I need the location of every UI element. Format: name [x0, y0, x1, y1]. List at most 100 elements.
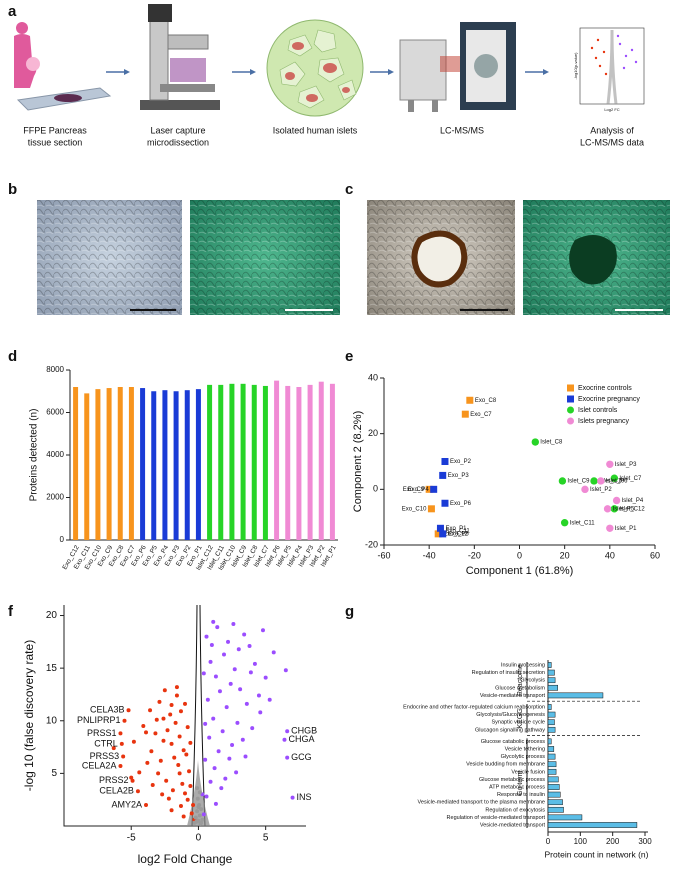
point [170, 788, 175, 793]
step-label: tissue section [28, 137, 83, 147]
y-tick-label: 0 [60, 535, 65, 544]
point [228, 681, 233, 686]
point [204, 794, 209, 799]
point [466, 396, 474, 404]
legend-marker [567, 384, 574, 392]
category-label: Insulin processing [501, 662, 545, 668]
point [223, 776, 228, 781]
point [200, 792, 205, 797]
annotated-point [119, 741, 124, 746]
bar [73, 387, 79, 540]
annotated-point [130, 778, 135, 783]
point [250, 726, 255, 731]
annotated-point [135, 789, 140, 794]
category-label: Regulation of insulin secretion [472, 670, 545, 676]
point [198, 821, 203, 826]
bar [547, 814, 583, 821]
point [235, 720, 240, 725]
point-label: Exo_C7 [470, 412, 492, 418]
annotation: GCG [291, 752, 312, 762]
point [157, 699, 162, 704]
bar [162, 390, 168, 540]
point [173, 720, 178, 725]
point [242, 632, 247, 637]
micrographs [37, 200, 670, 315]
annotated-point [122, 718, 127, 723]
annotation: PRSS3 [90, 751, 120, 761]
point [610, 474, 619, 482]
legend-marker [567, 417, 574, 425]
panel-label: e [345, 348, 353, 365]
bar [547, 669, 555, 676]
point [439, 530, 447, 538]
point-label: Exo_P5 [448, 531, 470, 537]
point [213, 674, 218, 679]
legend-label: Exocrine controls [578, 385, 632, 392]
annotated-point [118, 731, 123, 736]
point-label: Islet_P4 [622, 498, 644, 504]
point [201, 812, 206, 817]
bar [547, 692, 604, 699]
point [219, 786, 224, 791]
bar [173, 391, 179, 540]
category-label: Vesicle budding from membrane [466, 762, 545, 768]
bar [547, 768, 557, 775]
point [160, 792, 165, 797]
point [137, 770, 142, 775]
annotation: CTRL [94, 738, 118, 748]
point [141, 724, 146, 729]
y-tick-label: -20 [365, 539, 378, 549]
point [183, 791, 187, 796]
point [439, 471, 447, 479]
point [203, 721, 208, 726]
point-label: Islet_P6 [606, 479, 628, 485]
point [174, 693, 179, 698]
legend-label: Islet controls [578, 407, 618, 414]
point [231, 621, 236, 626]
point [209, 642, 214, 647]
category-label: ATP metabolic process [489, 784, 545, 790]
point [150, 782, 155, 787]
point-label: Islet_C12 [619, 506, 645, 512]
point [185, 797, 190, 802]
category-label: Glycolysis/Gluconeogenesis [476, 712, 545, 718]
point [430, 485, 438, 493]
panel-label: a [8, 3, 17, 20]
point [558, 477, 567, 485]
point-label: Exo_C8 [475, 398, 497, 404]
bar [329, 383, 335, 540]
annotated-point [144, 802, 149, 807]
point [232, 667, 237, 672]
group-label: Go term [517, 770, 524, 795]
point [215, 625, 220, 630]
point [283, 668, 288, 673]
point [184, 752, 189, 757]
panel-label: c [345, 181, 353, 198]
bar [547, 746, 555, 752]
point-label: Exo_C9 [403, 487, 425, 493]
point-label: Islet_C11 [570, 520, 596, 526]
point [187, 769, 192, 774]
point [195, 796, 200, 801]
y-tick-label: 40 [368, 372, 378, 382]
bar [84, 393, 90, 540]
point [158, 758, 163, 763]
point [240, 737, 245, 742]
annotated-point [121, 754, 126, 759]
y-tick-label: 4000 [46, 450, 64, 459]
bar [547, 684, 558, 691]
point [581, 485, 589, 494]
point [172, 755, 177, 760]
x-axis-label: Component 1 (61.8%) [466, 565, 574, 577]
point [271, 650, 276, 655]
y-tick-label: 8000 [46, 365, 64, 374]
annotation: AMY2A [111, 799, 142, 809]
point [603, 505, 612, 513]
point [168, 712, 173, 717]
point [208, 779, 213, 784]
bar [547, 704, 552, 710]
bar [547, 677, 556, 684]
point [207, 735, 212, 740]
y-tick-label: 15 [46, 663, 58, 674]
